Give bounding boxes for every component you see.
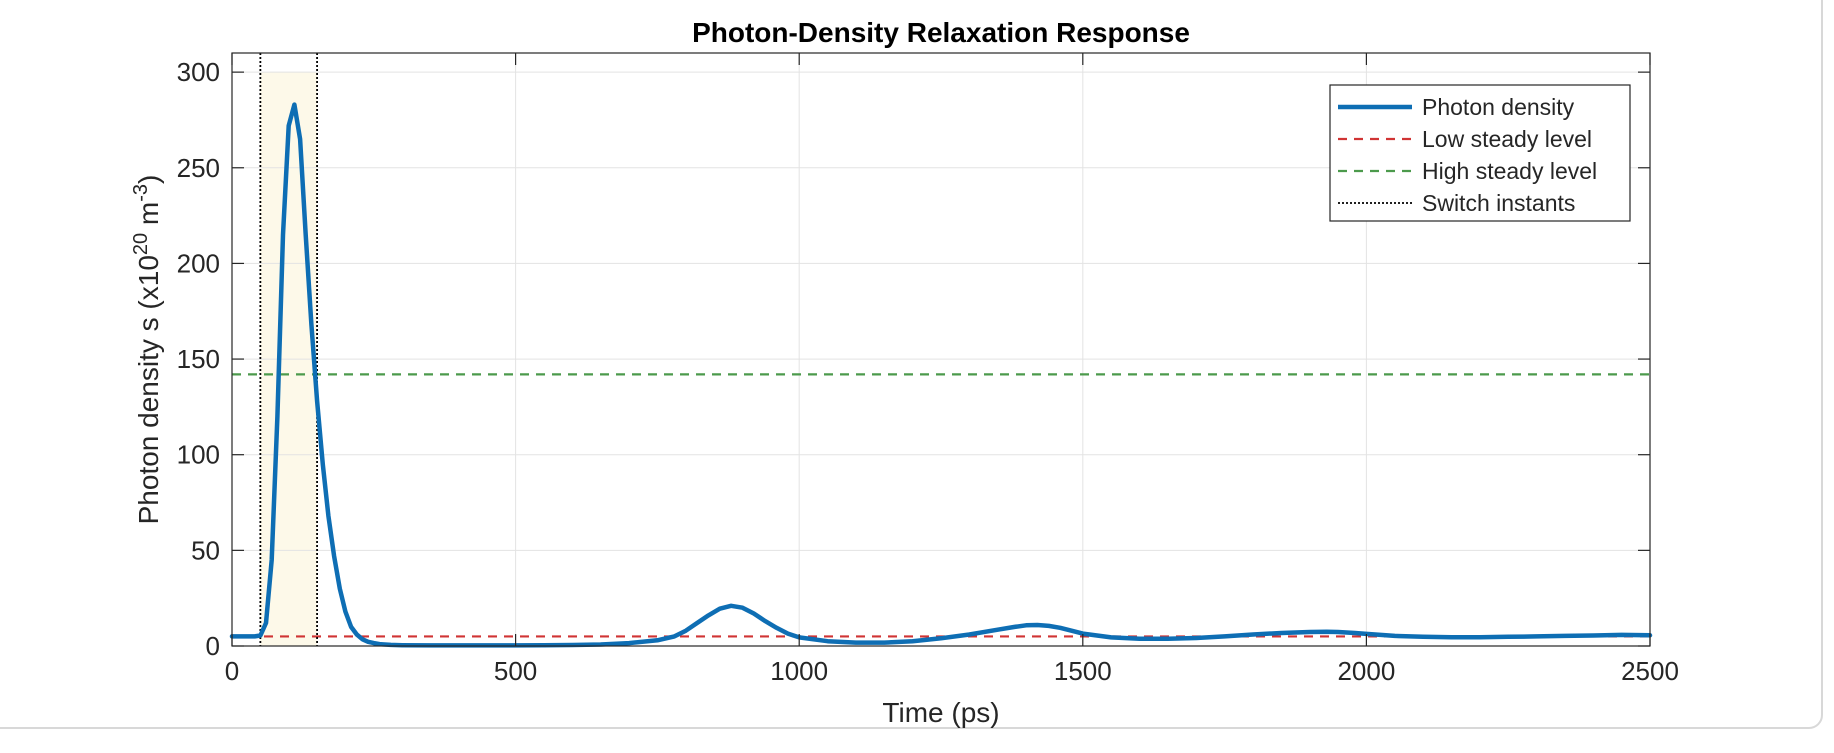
- y-tick-label: 100: [177, 440, 220, 470]
- y-tick-label: 50: [191, 535, 220, 565]
- x-tick-label: 1000: [770, 656, 828, 686]
- legend-entry: High steady level: [1422, 158, 1597, 184]
- x-tick-label: 2000: [1337, 656, 1395, 686]
- plot-border: [231, 52, 1651, 647]
- chart-title: Photon-Density Relaxation Response: [692, 17, 1190, 48]
- y-axis-label-mid: m: [133, 202, 164, 233]
- y-axis-label-sup2: -3: [130, 184, 152, 202]
- x-tick-label: 0: [225, 656, 239, 686]
- y-tick-label: 150: [177, 344, 220, 374]
- y-axis-label-end: ): [133, 175, 164, 184]
- legend-entry: Switch instants: [1422, 190, 1575, 216]
- y-tick-label: 250: [177, 153, 220, 183]
- y-tick-label: 0: [206, 631, 220, 661]
- legend-entry: Photon density: [1422, 94, 1575, 120]
- x-tick-label: 1500: [1054, 656, 1112, 686]
- legend-entry: Low steady level: [1422, 126, 1592, 152]
- x-tick-label: 2500: [1621, 656, 1679, 686]
- y-tick-label: 200: [177, 248, 220, 278]
- y-axis-label-text: Photon density s (x10: [133, 255, 164, 524]
- series-line-photon-density: [229, 102, 1653, 648]
- x-axis-label: Time (ps): [882, 697, 999, 728]
- y-axis-label-sup1: 20: [130, 233, 152, 255]
- y-tick-label: 300: [177, 57, 220, 87]
- x-tick-label: 500: [494, 656, 537, 686]
- y-axis-label: Photon density s (x1020 m-3): [130, 175, 164, 525]
